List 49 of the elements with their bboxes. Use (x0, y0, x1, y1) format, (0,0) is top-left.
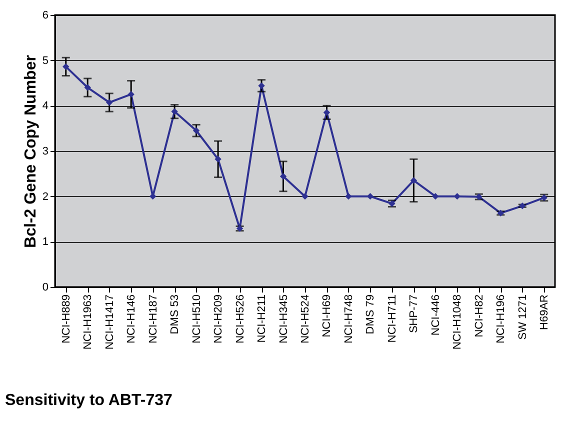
x-tick-label: DMS 79 (364, 294, 377, 334)
point (519, 202, 526, 210)
x-tick-label: NCI-H748 (342, 294, 355, 344)
x-tick-label: NCI-H187 (147, 294, 160, 344)
x-tick-label: NCI-H1963 (82, 294, 94, 350)
y-tick-label: 5 (42, 54, 48, 67)
y-tick-label: 6 (42, 10, 48, 22)
y-tick-label: 3 (42, 146, 48, 158)
x-tick-label: NCI-H510 (190, 294, 203, 344)
y-tick-label: 1 (42, 236, 48, 248)
point (171, 108, 178, 115)
point (323, 109, 330, 116)
point (258, 82, 265, 90)
x-tick-label: DMS 53 (169, 294, 182, 334)
x-tick-label: NCI-H146 (126, 294, 138, 344)
x-tick-label: NCI-446 (430, 294, 442, 336)
point (432, 192, 439, 200)
point (84, 84, 91, 91)
point (106, 99, 113, 106)
x-tick-label: NCI-H69 (321, 294, 334, 338)
point (280, 173, 287, 180)
y-tick-label: 0 (42, 282, 48, 294)
text: Sensitivity to ABT-737 (5, 392, 173, 409)
point (454, 192, 461, 200)
point (128, 90, 134, 98)
x-tick-label: NCI-H1417 (104, 294, 116, 350)
y-tick-label: 2 (42, 190, 48, 203)
x-tick-label: SHP-77 (408, 294, 420, 334)
x-tick-label: NCI-H345 (278, 294, 290, 344)
x-tick-label: H69AR (538, 294, 551, 330)
y-axis-title: Bcl-2 Gene Copy Number (22, 55, 40, 248)
x-tick-label: NCI-H889 (60, 294, 72, 344)
point (214, 156, 222, 163)
x-tick-label: NCI-H524 (300, 294, 312, 344)
point (62, 63, 70, 70)
x-tick-label: NCI-H82 (473, 294, 486, 338)
x-tick-label: NCI-H196 (495, 294, 508, 344)
x-tick-label: NCI-H1048 (452, 294, 464, 350)
x-tick-label: NCI-H209 (212, 294, 225, 344)
point (410, 177, 418, 184)
x-tick-label: NCI-H526 (234, 294, 246, 344)
x-tick-label: NCI-H711 (386, 294, 398, 343)
point (192, 127, 200, 134)
point (302, 192, 308, 200)
x-tick-label: NCI-H211 (256, 294, 268, 343)
point (366, 192, 374, 200)
point (345, 192, 352, 200)
x-tick-label: SW 1271 (516, 294, 529, 340)
y-tick-label: 4 (42, 100, 48, 112)
